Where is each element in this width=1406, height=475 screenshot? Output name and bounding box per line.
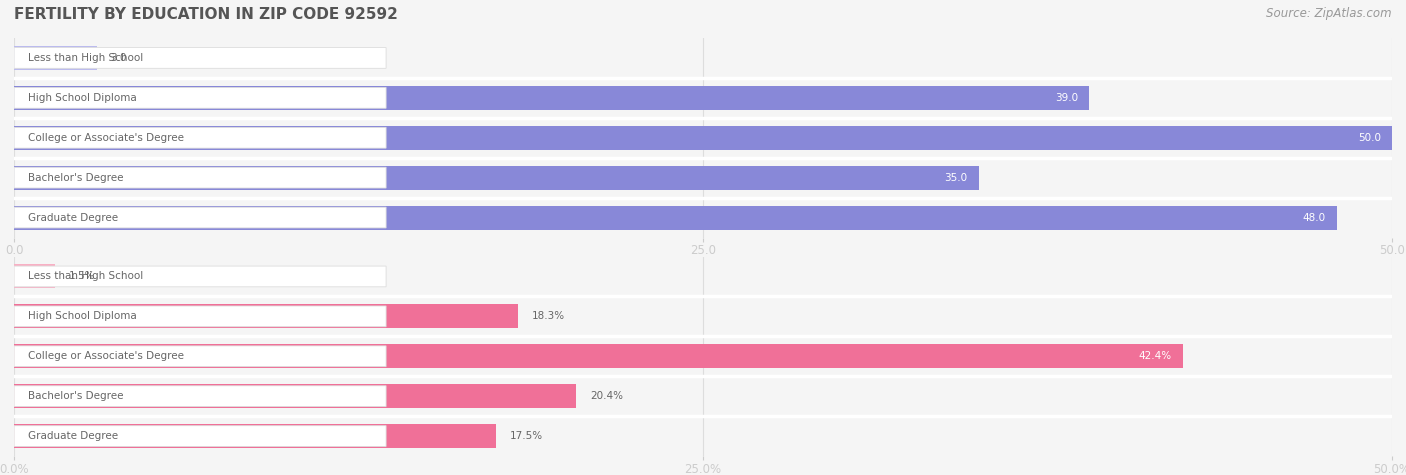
- Text: Less than High School: Less than High School: [28, 271, 143, 282]
- Bar: [14, 126, 1392, 150]
- Text: 39.0: 39.0: [1054, 93, 1078, 103]
- FancyBboxPatch shape: [14, 306, 387, 327]
- Bar: [14, 86, 1088, 110]
- Text: Bachelor's Degree: Bachelor's Degree: [28, 172, 124, 183]
- Text: Less than High School: Less than High School: [28, 53, 143, 63]
- Text: 3.0: 3.0: [111, 53, 127, 63]
- Text: 1.5%: 1.5%: [69, 271, 96, 282]
- Text: 42.4%: 42.4%: [1139, 351, 1171, 361]
- Text: Source: ZipAtlas.com: Source: ZipAtlas.com: [1267, 7, 1392, 20]
- FancyBboxPatch shape: [14, 207, 387, 228]
- FancyBboxPatch shape: [14, 167, 387, 188]
- Text: Bachelor's Degree: Bachelor's Degree: [28, 391, 124, 401]
- Text: 17.5%: 17.5%: [510, 431, 543, 441]
- Text: FERTILITY BY EDUCATION IN ZIP CODE 92592: FERTILITY BY EDUCATION IN ZIP CODE 92592: [14, 7, 398, 22]
- Text: 48.0: 48.0: [1303, 212, 1326, 223]
- FancyBboxPatch shape: [14, 127, 387, 148]
- Bar: [14, 344, 1182, 368]
- FancyBboxPatch shape: [14, 266, 387, 287]
- Text: 35.0: 35.0: [945, 172, 967, 183]
- Text: College or Associate's Degree: College or Associate's Degree: [28, 351, 184, 361]
- FancyBboxPatch shape: [14, 346, 387, 367]
- Text: High School Diploma: High School Diploma: [28, 311, 136, 322]
- Bar: [14, 384, 576, 408]
- FancyBboxPatch shape: [14, 426, 387, 446]
- Text: 18.3%: 18.3%: [531, 311, 565, 322]
- Bar: [14, 304, 519, 328]
- Text: College or Associate's Degree: College or Associate's Degree: [28, 133, 184, 143]
- FancyBboxPatch shape: [14, 386, 387, 407]
- Text: High School Diploma: High School Diploma: [28, 93, 136, 103]
- Bar: [14, 265, 55, 288]
- FancyBboxPatch shape: [14, 87, 387, 108]
- Text: 50.0: 50.0: [1358, 133, 1381, 143]
- Text: 20.4%: 20.4%: [591, 391, 623, 401]
- Bar: [14, 424, 496, 448]
- Bar: [14, 46, 97, 70]
- Text: Graduate Degree: Graduate Degree: [28, 431, 118, 441]
- Bar: [14, 206, 1337, 229]
- Text: Graduate Degree: Graduate Degree: [28, 212, 118, 223]
- Bar: [14, 166, 979, 190]
- FancyBboxPatch shape: [14, 48, 387, 68]
